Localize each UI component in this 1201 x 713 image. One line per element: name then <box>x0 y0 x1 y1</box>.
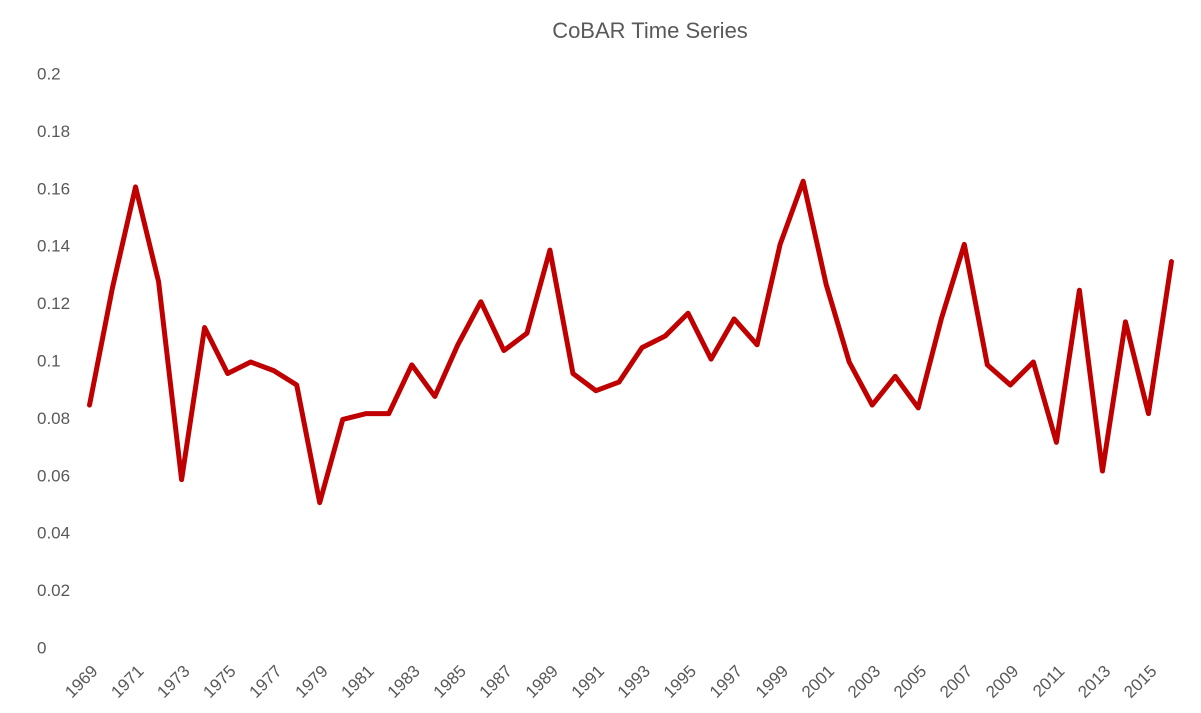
y-tick-label: 0.14 <box>37 237 70 256</box>
y-tick-label: 0.12 <box>37 294 70 313</box>
y-tick-label: 0.06 <box>37 466 70 485</box>
y-tick-label: 0 <box>37 638 46 657</box>
y-tick-label: 0.1 <box>37 351 61 370</box>
y-tick-label: 0.02 <box>37 581 70 600</box>
y-tick-label: 0.18 <box>37 122 70 141</box>
y-tick-label: 0.08 <box>37 409 70 428</box>
chart-title: CoBAR Time Series <box>552 18 748 43</box>
series-line <box>87 178 1174 506</box>
y-tick-label: 0.04 <box>37 524 70 543</box>
y-tick-label: 0.16 <box>37 179 70 198</box>
y-tick-label: 0.2 <box>37 64 61 83</box>
